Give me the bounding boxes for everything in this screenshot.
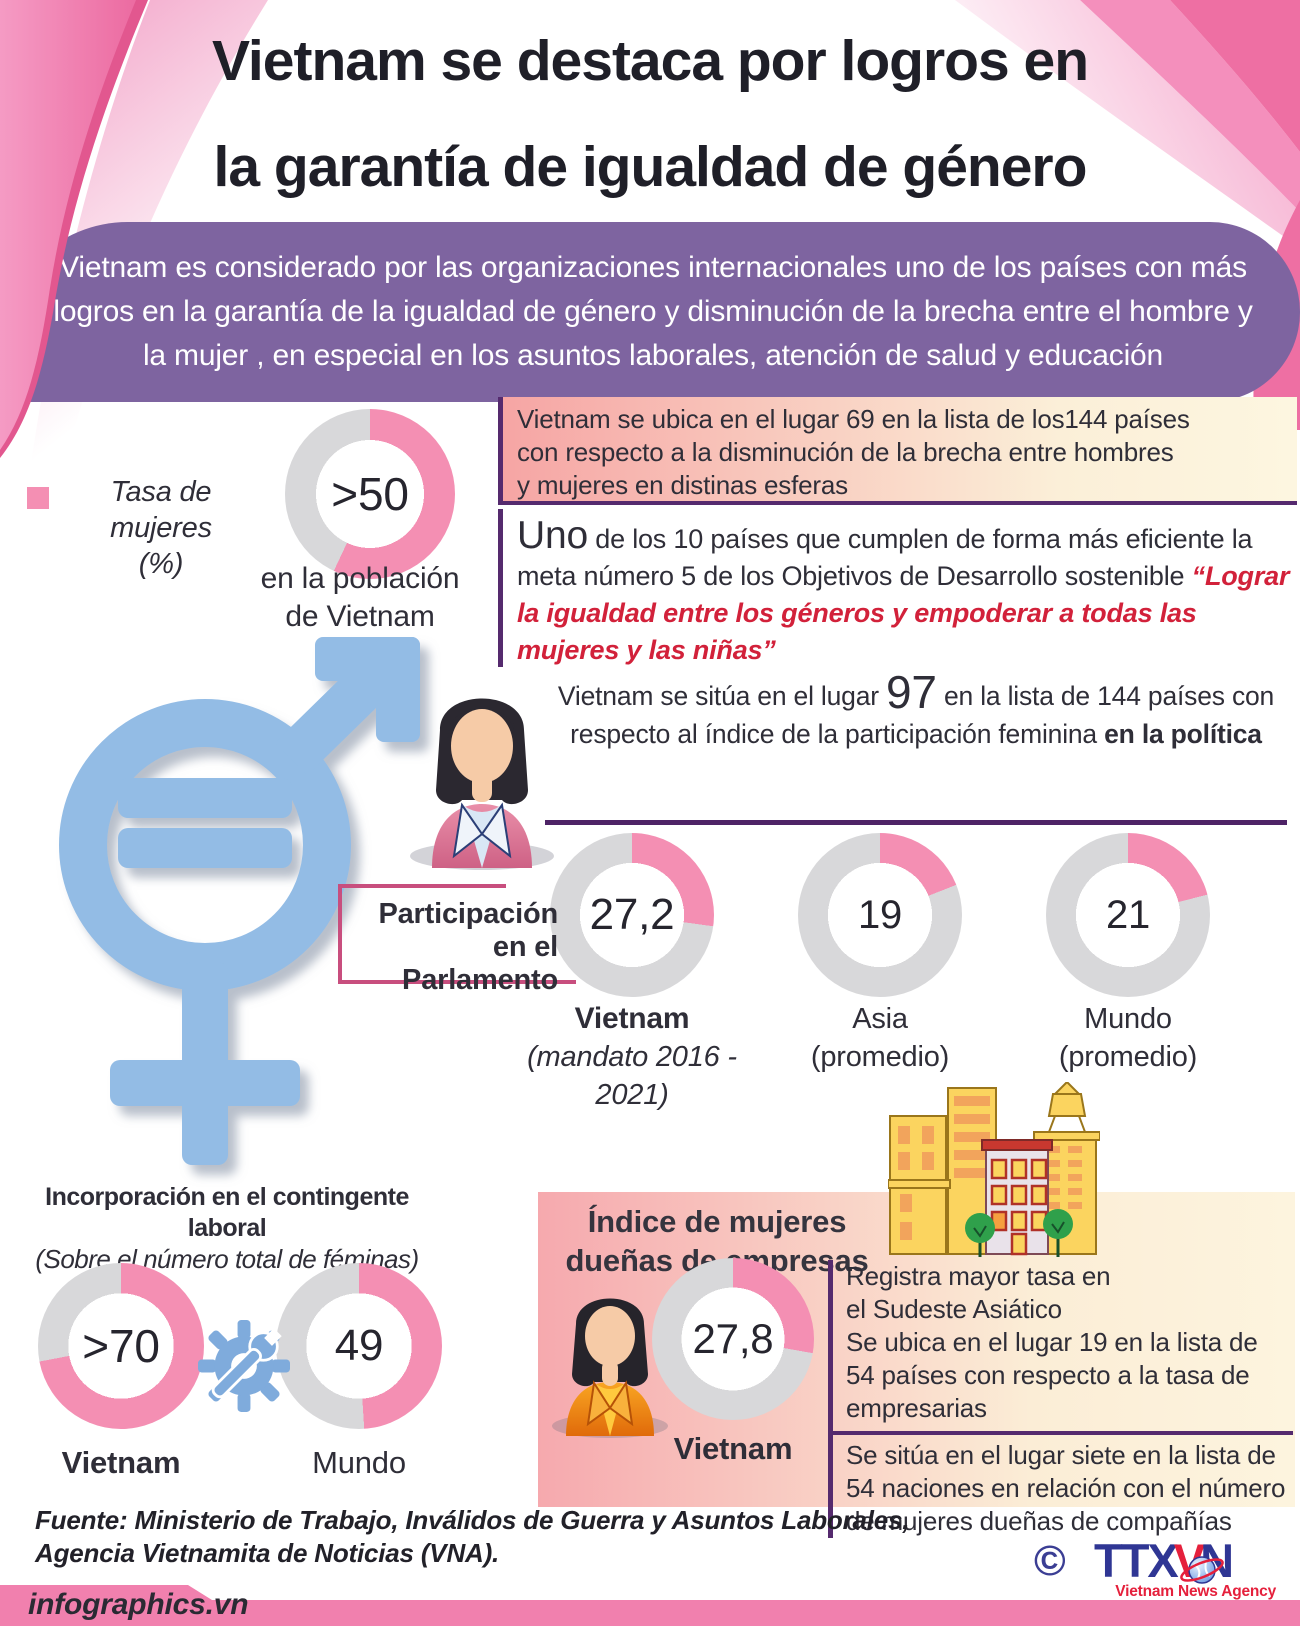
intro-text: Vietnam es considerado por las organizac… [53, 251, 1253, 372]
donut-value: 27,8 [692, 1315, 774, 1362]
legend-unit: (%) [138, 548, 184, 580]
politics-rank-text: Vietnam se sitúa en el lugar 97 en la li… [540, 669, 1292, 753]
footer-bar [0, 1585, 1300, 1626]
politics-before: Vietnam se sitúa en el lugar [557, 681, 887, 711]
population-donut-chart: >50 [285, 409, 455, 579]
donut-sublabel: (mandato 2016 - 2021) [527, 1041, 737, 1111]
donut-value: >70 [82, 1320, 160, 1372]
labor-donut-label-mundo: Mundo [259, 1444, 459, 1483]
parliament-label-bracket [338, 884, 576, 984]
business-facts-block: Registra mayor tasa en el Sudeste Asiáti… [828, 1260, 1293, 1538]
labor-title-line1: Incorporación en el contingente [45, 1183, 409, 1211]
parliament-label: Participación en el Parlamento [346, 898, 558, 997]
parliament-donut-vietnam: 27,2 [550, 833, 714, 997]
population-caption-line2: de Vietnam [285, 600, 435, 633]
page-title-line-2: la garantía de igualdad de género [213, 135, 1088, 199]
intro-box: Vietnam es considerado por las organizac… [0, 222, 1300, 402]
legend-swatch [27, 487, 49, 509]
gender-equality-symbol-icon [59, 637, 420, 1165]
purple-divider [545, 820, 1287, 825]
woman-orange-avatar-icon [552, 1298, 668, 1438]
donut-value: 19 [857, 892, 903, 937]
labor-title-line2: laboral [187, 1214, 267, 1242]
source-line-1: Fuente: Ministerio de Trabajo, Inválidos… [35, 1505, 910, 1535]
business-donut-label: Vietnam [633, 1430, 833, 1469]
woman-pink-avatar-icon [410, 698, 554, 870]
source-text: Fuente: Ministerio de Trabajo, Inválidos… [35, 1504, 915, 1570]
source-line-2: Agencia Vietnamita de Noticias (VNA). [35, 1538, 500, 1568]
labor-donut-label-vietnam: Vietnam [21, 1444, 221, 1483]
parliament-donut-label-asia: Asia (promedio) [750, 1000, 1010, 1076]
labor-section-title: Incorporación en el contingente laboral … [22, 1182, 432, 1274]
donut-sublabel: (promedio) [1058, 1041, 1198, 1073]
business-title-line1: Índice de mujeres [587, 1204, 847, 1239]
donut-value: 49 [334, 1321, 384, 1370]
city-buildings-illustration [888, 1082, 1100, 1257]
politics-after: en la lista de 144 países con respecto a… [570, 681, 1275, 749]
donut-label: Mundo [1084, 1003, 1172, 1035]
ranking-line-3: y mujeres en distinas esferas [517, 470, 848, 500]
politics-rank-97: 97 [886, 666, 937, 718]
left-ribbon-decoration [0, 0, 148, 458]
donut-label: Vietnam [673, 1431, 793, 1466]
population-caption: en la población de Vietnam [250, 560, 470, 636]
ranking-line-2: con respecto a la disminución de la brec… [517, 437, 1174, 467]
donut-label: Vietnam [574, 1002, 690, 1035]
fact-3: Se sitúa en el lugar siete en la lista d… [833, 1431, 1293, 1538]
ranking-69-box: Vietnam se ubica en el lugar 69 en la li… [498, 397, 1297, 505]
legend-label: Tasa de mujeres (%) [56, 474, 266, 582]
parliament-donut-asia: 19 [798, 833, 962, 997]
sdg-text: de los 10 países que cumplen de forma má… [517, 524, 1253, 591]
logo-globe-icon [1180, 1556, 1224, 1584]
parliament-donut-label-vietnam: Vietnam (mandato 2016 - 2021) [497, 1000, 767, 1114]
gear-wrench-icon [198, 1320, 290, 1412]
donut-sublabel: (promedio) [810, 1041, 950, 1073]
labor-donut-mundo: 49 [276, 1263, 442, 1429]
ttxvn-logo: TTX V N [1094, 1533, 1234, 1588]
population-donut-value: >50 [331, 468, 409, 520]
politics-bold: en la política [1104, 719, 1262, 749]
page-title-line-1: Vietnam se destaca por logros en [211, 29, 1089, 93]
copyright-symbol: © [1034, 1537, 1066, 1585]
logo-subtext: Vietnam News Agency [1115, 1583, 1276, 1600]
labor-donut-vietnam: >70 [38, 1263, 204, 1429]
site-link[interactable]: infographics.vn [28, 1588, 249, 1621]
donut-value: 21 [1105, 892, 1151, 937]
donut-label: Vietnam [61, 1445, 181, 1480]
parliament-label-line1: Participación [378, 898, 558, 930]
legend-label-text: Tasa de mujeres [110, 476, 212, 544]
population-caption-line1: en la población [260, 562, 460, 595]
sdg-lead: Uno [517, 514, 588, 557]
parliament-label-line2: en el Parlamento [402, 931, 558, 996]
logo-ttx: TTX [1094, 1534, 1179, 1587]
donut-label: Mundo [312, 1445, 406, 1480]
ranking-line-1: Vietnam se ubica en el lugar 69 en la li… [517, 404, 1190, 434]
business-donut-vietnam: 27,8 [652, 1258, 814, 1420]
sdg-quote: “Lograr la igualdad entre los géneros y … [517, 561, 1290, 665]
fact-1-line-1: Registra mayor tasa en [846, 1261, 1111, 1291]
donut-label: Asia [852, 1003, 908, 1035]
sdg-box: Uno de los 10 países que cumplen de form… [498, 509, 1297, 667]
fact-1-line-2: el Sudeste Asiático [846, 1294, 1062, 1324]
parliament-donut-mundo: 21 [1046, 833, 1210, 997]
fact-2: Se ubica en el lugar 19 en la lista de 5… [846, 1327, 1258, 1423]
parliament-donut-label-mundo: Mundo (promedio) [998, 1000, 1258, 1076]
donut-value: 27,2 [589, 890, 675, 939]
